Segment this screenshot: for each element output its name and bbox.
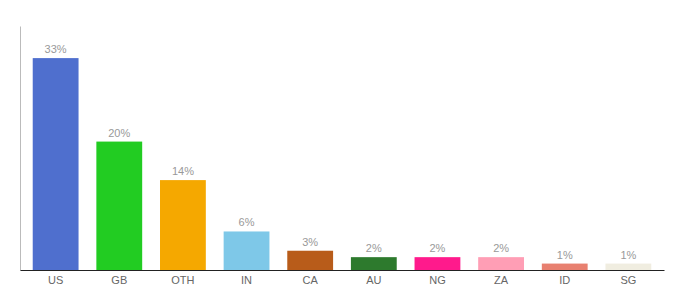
chart: US GB OTH IN CA AU NG ZA ID SG 33% 20% 14% 6% 3% 2% 2% 2%… xyxy=(0,0,680,300)
x-tick: ZA xyxy=(494,274,509,286)
x-tick-label: ID xyxy=(559,274,570,286)
x-tick-label: SG xyxy=(620,274,636,286)
data-label: 3% xyxy=(302,236,318,248)
x-tick: OTH xyxy=(171,274,194,286)
x-tick: CA xyxy=(303,274,319,286)
x-tick-label: NG xyxy=(429,274,446,286)
x-tick-label: AU xyxy=(366,274,381,286)
x-tick-label: CA xyxy=(303,274,319,286)
bar xyxy=(287,251,333,270)
data-label: 2% xyxy=(366,242,382,254)
data-label: 1% xyxy=(620,249,636,261)
data-label: 14% xyxy=(172,165,194,177)
y-axis-line xyxy=(20,27,21,271)
y-axis xyxy=(20,27,21,271)
x-tick-label: IN xyxy=(241,274,252,286)
data-label: 20% xyxy=(108,127,130,139)
bar xyxy=(542,264,588,270)
x-tick: AU xyxy=(366,274,381,286)
data-label: 1% xyxy=(557,249,573,261)
data-label: 6% xyxy=(239,216,255,228)
data-label: 2% xyxy=(493,242,509,254)
x-axis-line xyxy=(21,270,665,271)
bar xyxy=(478,257,524,270)
bars xyxy=(33,58,652,270)
bar xyxy=(415,257,461,270)
bar xyxy=(224,231,270,270)
x-tick: GB xyxy=(111,274,127,286)
x-tick-label: US xyxy=(48,274,63,286)
x-tick-label: OTH xyxy=(171,274,194,286)
x-tick: SG xyxy=(620,274,636,286)
x-tick-label: ZA xyxy=(494,274,509,286)
plot-area: US GB OTH IN CA AU NG ZA ID SG 33% 20% 14% 6% 3% 2% 2% 2%… xyxy=(21,27,665,286)
data-label: 2% xyxy=(430,242,446,254)
bar xyxy=(33,58,79,270)
bar xyxy=(605,264,651,270)
x-tick-label: GB xyxy=(111,274,127,286)
x-tick: IN xyxy=(241,274,252,286)
bar xyxy=(96,142,142,270)
data-labels: 33% 20% 14% 6% 3% 2% 2% 2% 1% 1% xyxy=(45,43,637,260)
bar xyxy=(351,257,397,270)
x-axis: US GB OTH IN CA AU NG ZA ID SG xyxy=(21,271,665,286)
x-tick: ID xyxy=(559,274,570,286)
bar xyxy=(160,180,206,270)
data-label: 33% xyxy=(45,43,67,55)
x-tick: US xyxy=(48,274,63,286)
x-tick: NG xyxy=(429,274,446,286)
